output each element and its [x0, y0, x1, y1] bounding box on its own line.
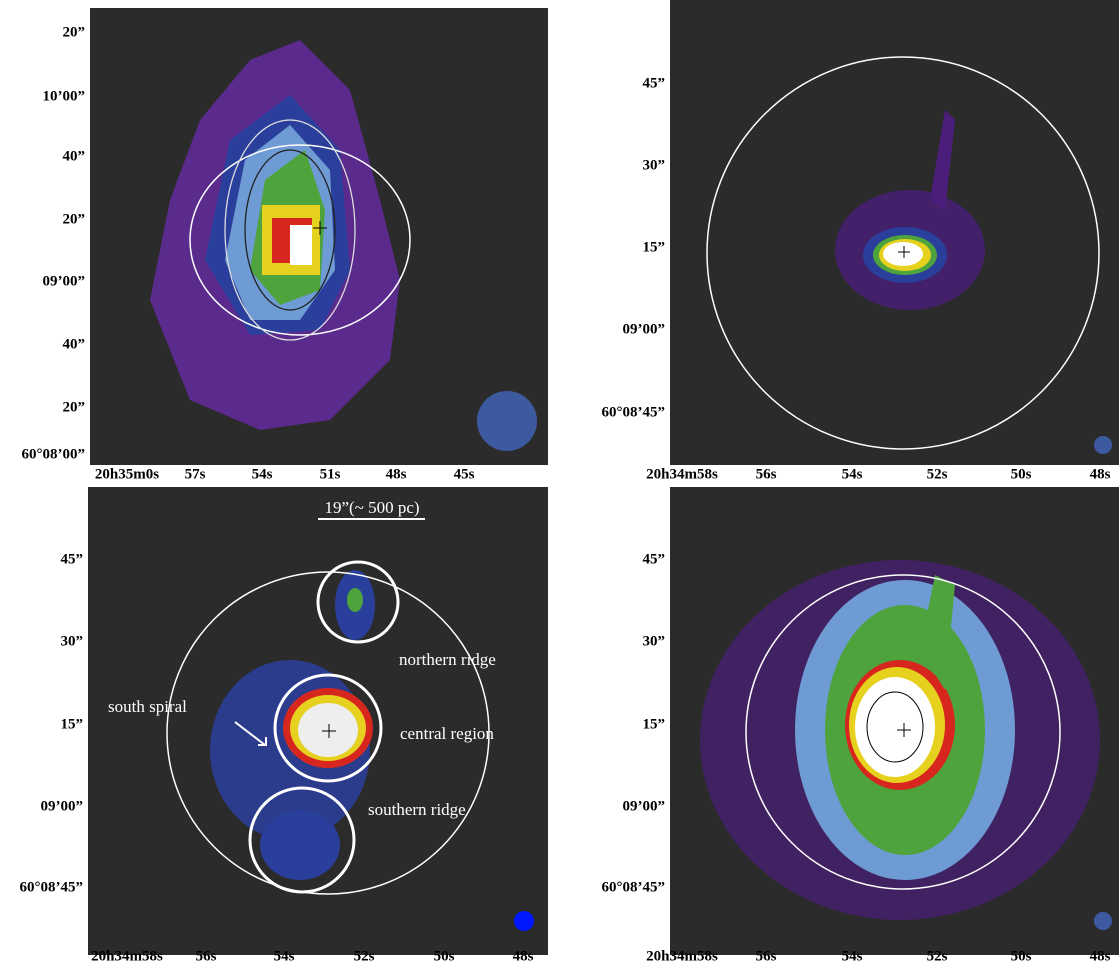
y-tick-label: 10’00” [43, 88, 86, 104]
y-tick-label: 45” [643, 551, 666, 567]
x-tick-label: 56s [196, 948, 217, 963]
y-tick-label: 60°08’45” [602, 879, 666, 895]
x-tick-label: 54s [252, 466, 273, 482]
y-tick-label: 30” [61, 633, 84, 649]
y-tick-label: 60°08’00” [22, 446, 86, 462]
y-tick-label: 30” [643, 633, 666, 649]
x-tick-label: 48s [1090, 948, 1111, 963]
x-tick-label: 56s [756, 948, 777, 963]
y-tick-label: 45” [61, 551, 84, 567]
x-tick-label: 54s [842, 948, 863, 963]
x-tick-label: 20h34m58s [646, 948, 718, 963]
y-tick-label: 60°08’45” [20, 879, 84, 895]
y-tick-label: 40” [63, 336, 86, 352]
x-tick-label: 54s [842, 466, 863, 482]
y-tick-label: 15” [643, 239, 666, 255]
y-tick-label: 15” [643, 716, 666, 732]
x-tick-label: 51s [320, 466, 341, 482]
y-tick-label: 09’00” [623, 321, 666, 337]
y-tick-label: 09’00” [43, 273, 86, 289]
y-tick-label: 20” [63, 399, 86, 415]
x-tick-label: 48s [513, 948, 534, 963]
x-tick-label: 48s [1090, 466, 1111, 482]
panel-c-image [88, 487, 548, 955]
x-tick-label: 50s [434, 948, 455, 963]
x-tick-label: 20h34m58s [646, 466, 718, 482]
x-tick-label: 50s [1011, 466, 1032, 482]
x-tick-label: 20h34m58s [91, 948, 163, 963]
x-tick-label: 48s [386, 466, 407, 482]
panel-a-image [90, 8, 548, 465]
x-tick-label: 52s [927, 948, 948, 963]
x-tick-label: 54s [274, 948, 295, 963]
annotation: south spiral [108, 697, 187, 716]
x-tick-label: 20h35m0s [95, 466, 159, 482]
scale-bar-label: 19”(~ 500 pc) [324, 498, 419, 517]
x-tick-label: 45s [454, 466, 475, 482]
panel-d-image [670, 487, 1119, 955]
y-tick-label: 45” [643, 75, 666, 91]
y-tick-label: 40” [63, 148, 86, 164]
y-tick-label: 20” [63, 211, 86, 227]
x-tick-label: 57s [185, 466, 206, 482]
annotation: southern ridge [368, 800, 466, 819]
x-tick-label: 56s [756, 466, 777, 482]
y-tick-label: 09’00” [41, 798, 84, 814]
y-tick-label: 30” [643, 157, 666, 173]
y-tick-label: 09’00” [623, 798, 666, 814]
y-tick-label: 15” [61, 716, 84, 732]
panel-b-image [670, 0, 1119, 465]
x-tick-label: 52s [354, 948, 375, 963]
y-tick-label: 20” [63, 24, 86, 40]
y-tick-label: 60°08’45” [602, 404, 666, 420]
annotation: northern ridge [399, 650, 496, 669]
annotation: central region [400, 724, 494, 743]
x-tick-label: 52s [927, 466, 948, 482]
x-tick-label: 50s [1011, 948, 1032, 963]
